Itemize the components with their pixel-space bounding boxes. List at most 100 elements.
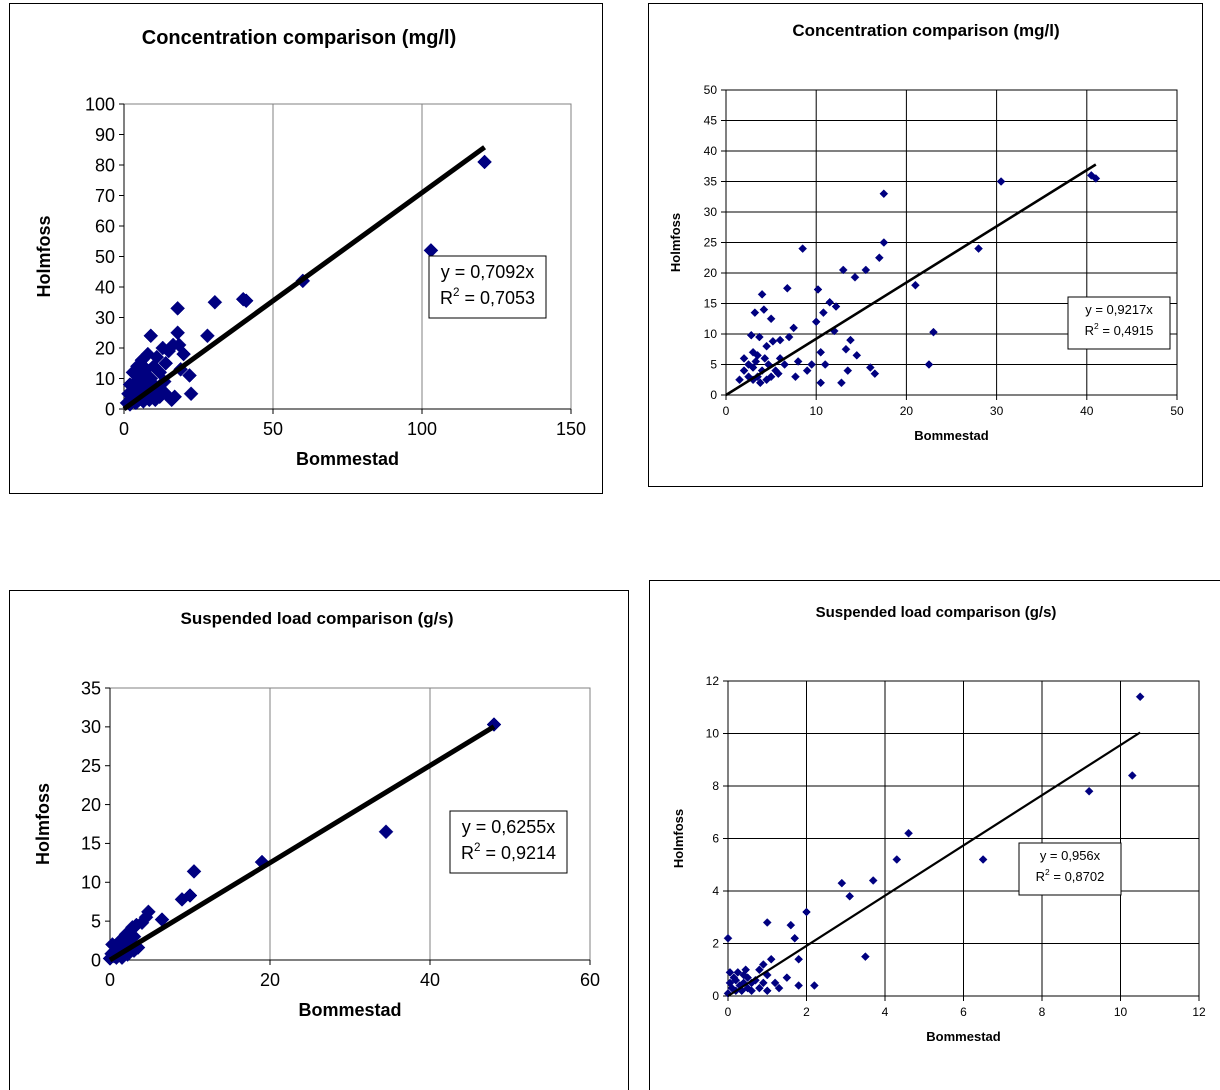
y-tick-label: 60 [95, 216, 115, 236]
chart-concentration-full: Concentration comparison (mg/l) 0 10 20 30 40… [9, 3, 603, 494]
y-tick-label: 8 [712, 779, 719, 793]
y-tick-label: 20 [704, 266, 718, 280]
x-tick-label: 40 [420, 970, 440, 990]
data-point [775, 335, 785, 345]
data-point [911, 280, 920, 290]
y-axis-label: Holmfoss [671, 809, 686, 868]
x-tick-label: 50 [1170, 404, 1184, 418]
data-point [1084, 786, 1094, 796]
y-tick-label: 12 [706, 674, 720, 688]
data-point [780, 360, 789, 369]
data-point [868, 876, 878, 885]
y-tick-label: 35 [81, 678, 101, 698]
x-tick-label: 12 [1192, 1005, 1206, 1019]
r-squared-label: R2 = 0,9214 [461, 841, 556, 863]
data-point [760, 354, 770, 363]
data-point [186, 864, 202, 879]
data-point [755, 983, 764, 993]
data-point [819, 308, 828, 318]
data-point [774, 983, 784, 993]
trendline [108, 724, 496, 963]
data-point [843, 366, 853, 375]
y-tick-label: 6 [712, 832, 719, 846]
trendline-equation: y = 0,9217x [1085, 302, 1153, 317]
data-point [755, 332, 764, 342]
equation-box [1018, 842, 1122, 896]
y-tick-label: 10 [704, 327, 718, 341]
equation-box [1067, 296, 1171, 350]
data-point [746, 330, 756, 340]
data-point [845, 891, 855, 901]
data-point [167, 389, 183, 405]
y-tick-label: 90 [95, 125, 115, 145]
y-tick-label: 45 [704, 114, 718, 128]
data-point [747, 986, 756, 996]
trendline [122, 145, 487, 412]
data-point [811, 317, 821, 327]
data-point [816, 378, 826, 388]
x-tick-label: 8 [1039, 1005, 1046, 1019]
x-tick-label: 0 [723, 404, 730, 418]
data-point [813, 285, 823, 294]
data-point [758, 978, 768, 988]
data-point [794, 954, 804, 964]
y-axis-label: Holmfoss [34, 215, 54, 297]
data-point [766, 954, 776, 964]
data-point [723, 933, 733, 943]
y-tick-label: 30 [95, 308, 115, 328]
x-axis-label: Bommestad [298, 1000, 401, 1020]
y-tick-label: 35 [704, 175, 718, 189]
x-tick-label: 0 [105, 970, 115, 990]
x-tick-label: 10 [1114, 1005, 1128, 1019]
data-point [739, 366, 749, 375]
x-axis-label: Bommestad [926, 1029, 1000, 1044]
data-point [755, 965, 764, 975]
trendline-equation: y = 0,6255x [462, 817, 556, 837]
data-point [879, 238, 889, 247]
x-axis-label: Bommestad [296, 449, 399, 469]
data-point [996, 177, 1006, 186]
data-point [1135, 692, 1145, 702]
data-point [753, 350, 762, 360]
data-point [755, 378, 765, 388]
chart-title: Concentration comparison (mg/l) [142, 27, 456, 49]
x-tick-label: 6 [960, 1005, 967, 1019]
trendline [727, 731, 1141, 997]
y-tick-label: 30 [81, 717, 101, 737]
data-point [861, 952, 870, 961]
y-tick-label: 70 [95, 186, 115, 206]
data-point [841, 344, 851, 354]
x-tick-label: 4 [882, 1005, 889, 1019]
chart-concentration-zoom: Concentration comparison (mg/l) 0 5 10 15 20 2… [648, 3, 1203, 487]
equation-box [428, 255, 547, 319]
data-point [176, 346, 191, 362]
y-tick-label: 80 [95, 155, 115, 175]
y-tick-label: 40 [95, 277, 115, 297]
data-point [378, 824, 394, 840]
data-point [743, 973, 752, 982]
data-point [798, 244, 808, 253]
chart-title: Suspended load comparison (g/s) [816, 604, 1057, 621]
chart-concentration-full-svg: Concentration comparison (mg/l) 0 10 20 30 40… [34, 27, 586, 469]
data-point [837, 878, 847, 888]
data-point [766, 314, 776, 324]
y-axis-label: Holmfoss [33, 783, 53, 865]
data-point [207, 294, 223, 310]
data-point [423, 243, 439, 258]
x-tick-label: 20 [900, 404, 914, 418]
data-point [768, 336, 778, 346]
y-tick-label: 25 [81, 756, 101, 776]
y-tick-label: 0 [712, 989, 719, 1003]
y-tick-label: 10 [81, 873, 101, 893]
data-point [870, 369, 880, 379]
y-tick-label: 10 [95, 369, 115, 389]
data-point [904, 828, 913, 838]
data-point [791, 372, 800, 382]
data-point [477, 154, 492, 170]
data-point [786, 920, 796, 930]
data-point [741, 965, 751, 975]
data-point [739, 354, 749, 363]
data-point [974, 244, 983, 253]
data-point [831, 302, 841, 311]
x-tick-label: 0 [119, 419, 129, 439]
